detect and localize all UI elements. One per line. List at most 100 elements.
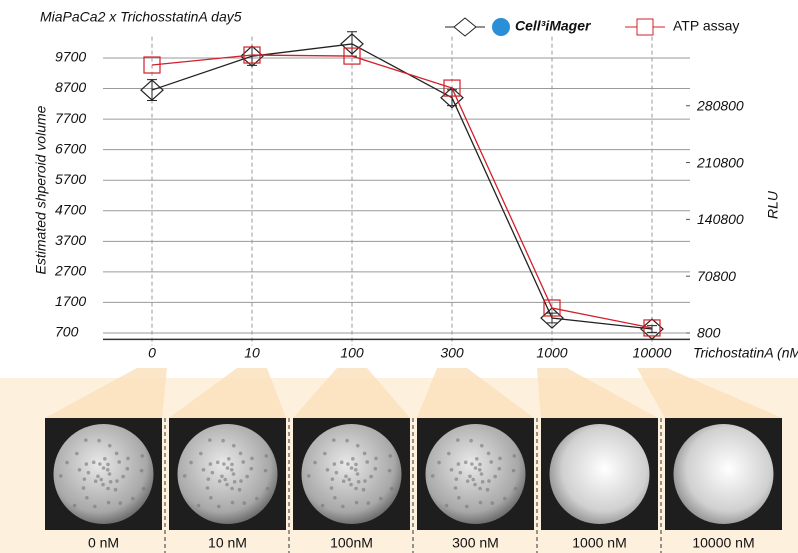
panel-caption: 10 nM	[208, 535, 247, 551]
cell-spot	[351, 457, 355, 461]
cell-spot	[378, 496, 383, 501]
cell-spot	[389, 486, 394, 491]
cell-spot	[118, 501, 123, 505]
series-line	[151, 43, 653, 330]
cell-spot	[229, 467, 234, 472]
cell-spot	[97, 438, 101, 443]
cell-spot	[93, 504, 97, 509]
spheroid	[177, 424, 278, 524]
cell-spot	[353, 467, 358, 472]
x-tick-label: 100	[340, 345, 364, 361]
y-tick-label: 2700	[54, 263, 86, 279]
y-tick-label: 8700	[55, 79, 86, 95]
data-point	[540, 307, 564, 329]
cell-spot	[366, 501, 371, 505]
cell-spot	[65, 460, 69, 465]
cell-spot	[332, 438, 336, 442]
cell-spot	[334, 470, 339, 475]
cell-spot	[478, 500, 483, 505]
chart-title: MiaPaCa2 x TrichosstatinA day5	[40, 9, 242, 25]
cell-spot	[130, 496, 135, 501]
y2-axis-label: RLU	[765, 190, 781, 219]
cell-spot	[227, 457, 231, 461]
cell-spot	[349, 482, 353, 487]
data-point	[543, 299, 561, 317]
legend-label: ATP assay	[673, 18, 739, 34]
cell-spot	[208, 462, 213, 466]
cell-spot	[249, 466, 254, 471]
cell-spot	[113, 487, 118, 492]
cell-spot	[232, 480, 237, 484]
cell-spot	[225, 466, 230, 470]
cell-spot	[86, 470, 91, 475]
cell-spot	[201, 467, 206, 472]
cell-spot	[125, 466, 130, 471]
cell-spot	[453, 486, 458, 490]
cell-spot	[96, 474, 100, 479]
y-tick-label: 700	[55, 324, 79, 340]
cell-spot	[254, 496, 259, 501]
x-tick-label: 10	[244, 345, 260, 361]
cell-spot	[502, 496, 507, 501]
cell-spot	[237, 487, 242, 492]
cell-spot	[479, 443, 484, 448]
cell-spot	[333, 495, 337, 500]
cell-spot	[369, 474, 373, 479]
cell-spot	[141, 486, 146, 491]
cell-spot	[205, 486, 210, 490]
y-tick-label: 4700	[55, 201, 86, 217]
panel-caption: 100nM	[330, 535, 373, 551]
cell-spot	[209, 495, 213, 500]
cell-spot	[471, 477, 476, 482]
cell-spot	[115, 479, 119, 483]
cell-spot	[215, 460, 220, 465]
error-bar	[447, 89, 457, 107]
spheroid	[301, 424, 402, 524]
cell-spot	[480, 480, 485, 484]
cell-spot	[98, 462, 102, 466]
cell-spot	[107, 472, 112, 476]
y-tick-label: 3700	[55, 232, 86, 248]
cell-spot	[374, 456, 378, 461]
y-tick-label: 5700	[55, 171, 86, 187]
cell-spot	[72, 503, 77, 508]
cell-spot	[103, 457, 107, 461]
cell-spot	[231, 443, 236, 448]
fan	[45, 368, 167, 418]
fan	[293, 368, 410, 418]
cell-spot	[330, 477, 335, 481]
cell-spot	[465, 504, 469, 509]
cell-spot	[354, 486, 358, 491]
panel-caption: 10000 nM	[692, 535, 754, 551]
error-bar	[547, 312, 557, 324]
cell-spot	[206, 477, 211, 481]
cell-spot	[245, 474, 249, 479]
x-tick-label: 300	[440, 345, 464, 361]
cell-spot	[497, 466, 502, 471]
cell-spot	[456, 462, 461, 466]
cell-spot	[313, 460, 317, 465]
spheroid	[53, 424, 154, 524]
cell-spot	[105, 467, 110, 472]
cell-spot	[77, 467, 82, 472]
cell-spot	[82, 477, 87, 481]
cell-spot	[199, 451, 203, 456]
cell-spot	[221, 438, 225, 443]
cell-spot	[449, 467, 454, 472]
cell-spot	[106, 462, 110, 467]
cell-spot	[356, 480, 361, 484]
data-point	[340, 33, 364, 55]
cell-spot	[473, 482, 477, 487]
cell-spot	[447, 451, 451, 456]
cell-spot	[487, 479, 491, 483]
y-axis-label: Estimated shperoid volume	[33, 105, 49, 274]
cell-spot	[250, 456, 254, 461]
fan	[169, 368, 286, 418]
cell-spot	[99, 477, 104, 482]
fan	[537, 368, 658, 418]
cell-spot	[498, 456, 502, 461]
spheroid	[425, 424, 526, 524]
cell-spot	[223, 477, 228, 482]
cell-spot	[58, 474, 63, 478]
